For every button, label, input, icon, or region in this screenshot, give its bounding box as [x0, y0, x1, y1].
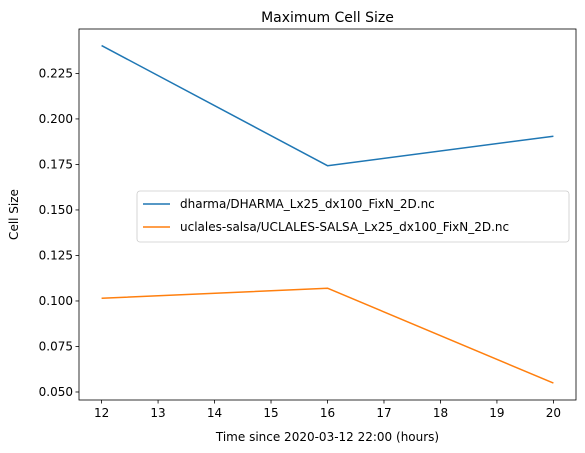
y-tick-label: 0.125 — [39, 248, 73, 262]
y-axis: 0.050 0.075 0.100 0.125 0.150 0.175 0.200 0.225 — [39, 66, 79, 399]
series-line-1 — [101, 44, 554, 167]
y-tick-label: 0.100 — [39, 294, 73, 308]
legend: dharma/DHARMA_Lx25_dx100_FixN_2D.ncuclal… — [136, 190, 570, 243]
x-tick-label: 15 — [263, 406, 278, 420]
chart-title: Maximum Cell Size — [261, 10, 394, 26]
y-tick-label: 0.075 — [39, 339, 73, 353]
x-tick-label: 19 — [489, 406, 504, 420]
x-tick-label: 18 — [433, 406, 448, 420]
legend-entry-2: uclales-salsa/UCLALES-SALSA_Lx25_dx100_F… — [180, 220, 509, 234]
x-tick-label: 14 — [207, 406, 222, 420]
y-tick-label: 0.175 — [39, 157, 73, 171]
legend-entry-1: dharma/DHARMA_Lx25_dx100_FixN_2D.nc — [180, 197, 435, 211]
x-tick-label: 20 — [546, 406, 561, 420]
legend-box — [136, 190, 570, 243]
x-tick-label: 16 — [320, 406, 335, 420]
plot-area — [101, 44, 554, 384]
series-line-2 — [101, 287, 554, 384]
x-axis-label: Time since 2020-03-12 22:00 (hours) — [215, 430, 439, 444]
y-tick-label: 0.150 — [39, 203, 73, 217]
x-tick-label: 17 — [376, 406, 391, 420]
x-tick-label: 12 — [94, 406, 109, 420]
y-tick-label: 0.050 — [39, 385, 73, 399]
x-tick-label: 13 — [150, 406, 165, 420]
y-tick-label: 0.225 — [39, 66, 73, 80]
x-axis: 12 13 14 15 16 17 18 19 20 — [94, 400, 561, 420]
y-tick-label: 0.200 — [39, 112, 73, 126]
y-axis-label: Cell Size — [7, 189, 21, 240]
